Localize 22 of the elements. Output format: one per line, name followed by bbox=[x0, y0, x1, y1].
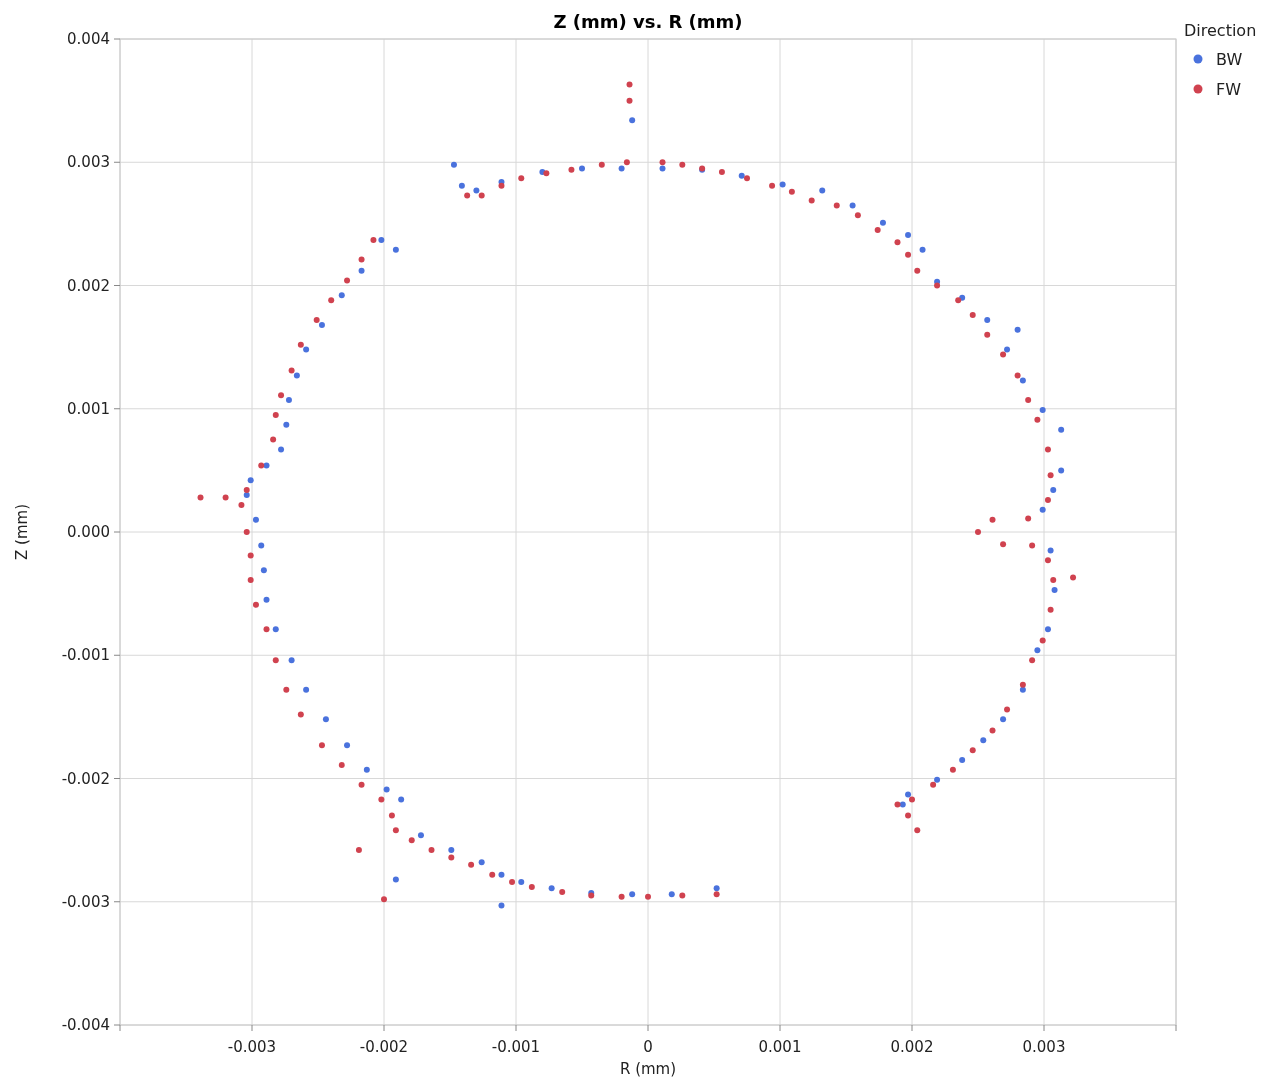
y-axis-title: Z (mm) bbox=[13, 504, 31, 560]
x-axis-title: R (mm) bbox=[619, 1060, 677, 1078]
y-tick-label: 0.004 bbox=[67, 30, 110, 48]
y-tick-label: 0.001 bbox=[67, 399, 110, 418]
legend-title: Direction bbox=[1184, 21, 1257, 40]
y-tick-label: -0.002 bbox=[61, 769, 110, 788]
x-tick-label: -0.001 bbox=[491, 1038, 541, 1056]
y-tick-label: -0.003 bbox=[61, 892, 110, 911]
x-tick-label: 0.001 bbox=[758, 1038, 802, 1056]
x-tick-label: 0.002 bbox=[890, 1038, 934, 1056]
x-tick-label: 0 bbox=[643, 1038, 653, 1056]
y-tick-label: 0.003 bbox=[67, 153, 110, 172]
x-tick-label: -0.002 bbox=[359, 1038, 409, 1056]
y-tick-label: -0.004 bbox=[61, 1016, 110, 1034]
y-tick-label: 0.002 bbox=[67, 276, 110, 295]
legend-label: BW bbox=[1216, 50, 1243, 69]
y-tick-label: 0.000 bbox=[67, 523, 110, 541]
chart-title: Z (mm) vs. R (mm) bbox=[553, 11, 743, 32]
x-tick-label: -0.003 bbox=[227, 1038, 277, 1056]
y-tick-label: -0.001 bbox=[61, 646, 110, 665]
legend-label: FW bbox=[1216, 80, 1242, 99]
x-tick-label: 0.003 bbox=[1022, 1038, 1066, 1056]
